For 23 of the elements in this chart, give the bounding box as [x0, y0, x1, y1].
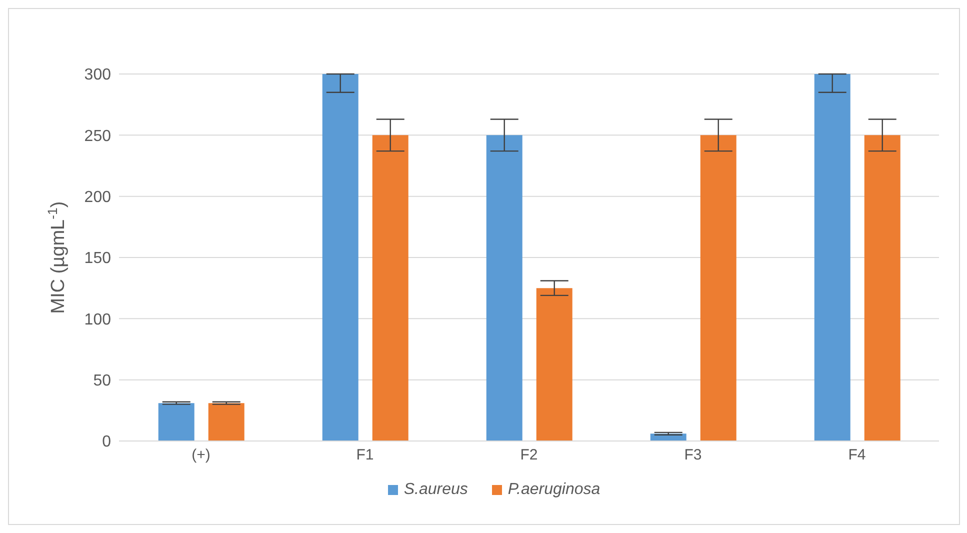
- x-tick-label: F1: [356, 446, 374, 464]
- x-tick-label: F4: [848, 446, 866, 464]
- y-tick-label: 250: [84, 128, 112, 145]
- y-tick-label: 150: [84, 250, 112, 268]
- bar: [322, 74, 358, 441]
- x-tick-label: F2: [520, 446, 538, 464]
- bar: [372, 135, 408, 441]
- bar: [158, 403, 194, 441]
- legend-label: P.aeruginosa: [506, 481, 600, 499]
- bar: [536, 288, 572, 441]
- bar: [864, 135, 900, 441]
- x-tick-label: (+): [192, 446, 210, 464]
- bar: [486, 135, 522, 441]
- bar: [700, 135, 736, 441]
- y-tick-label: 200: [84, 189, 112, 206]
- legend-label: S.aureus: [402, 481, 468, 499]
- y-tick-label: 300: [84, 66, 112, 84]
- y-tick-label: 50: [93, 372, 112, 390]
- bar: [814, 74, 850, 441]
- y-tick-label: 0: [102, 434, 112, 451]
- y-tick-label: 100: [84, 311, 112, 328]
- x-tick-label: F3: [684, 446, 702, 464]
- bar: [208, 403, 244, 441]
